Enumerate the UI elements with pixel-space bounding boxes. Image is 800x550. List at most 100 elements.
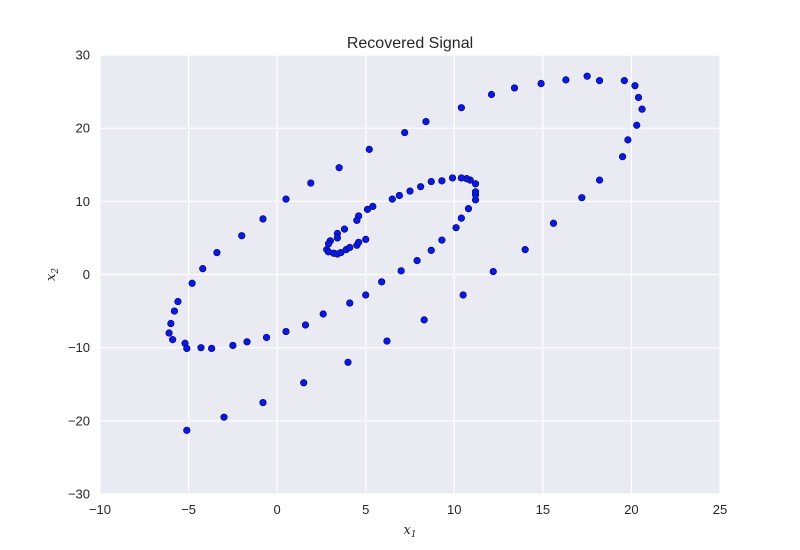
data-point <box>307 179 315 187</box>
data-point <box>489 267 497 276</box>
data-point <box>595 176 604 184</box>
y-axis-label: x2 <box>44 268 61 281</box>
data-point <box>378 278 386 286</box>
data-point <box>188 279 196 287</box>
data-point <box>362 235 370 243</box>
data-point <box>638 105 646 113</box>
chart-title: Recovered Signal <box>347 35 473 52</box>
data-point <box>344 358 352 366</box>
data-point <box>624 136 632 144</box>
data-point <box>457 104 465 112</box>
grid <box>99 54 721 495</box>
data-point <box>578 194 586 202</box>
x-tick-label: 5 <box>362 502 369 517</box>
data-point <box>363 205 372 213</box>
data-point <box>471 188 480 196</box>
data-point <box>401 128 409 137</box>
data-point <box>319 310 327 318</box>
data-point <box>259 215 267 223</box>
data-point <box>282 327 290 336</box>
data-point <box>388 195 396 203</box>
data-point <box>301 321 310 329</box>
y-tick-label: 20 <box>76 121 90 136</box>
data-point <box>355 238 363 246</box>
data-point <box>340 225 349 233</box>
data-point <box>395 191 403 200</box>
data-point <box>427 246 435 254</box>
x-axis-ticks: −10 −5 0 5 10 15 20 25 <box>89 502 727 517</box>
data-point <box>183 344 191 352</box>
data-point <box>549 219 558 227</box>
data-point <box>169 336 177 344</box>
data-point <box>362 291 370 299</box>
y-axis-label-base: x <box>44 273 59 281</box>
data-point <box>365 145 373 153</box>
x-tick-label: 20 <box>624 502 638 517</box>
data-point <box>229 341 237 350</box>
data-point <box>427 177 435 186</box>
data-point <box>459 291 467 299</box>
data-point <box>383 337 391 345</box>
data-point <box>631 82 639 90</box>
x-tick-label: −10 <box>89 502 111 517</box>
data-point <box>510 84 519 92</box>
data-point <box>397 267 405 275</box>
data-point <box>197 344 205 352</box>
x-tick-label: 10 <box>447 502 461 517</box>
data-point <box>420 316 428 324</box>
data-point <box>521 246 529 254</box>
data-point <box>633 121 641 129</box>
data-point <box>620 77 628 85</box>
data-point <box>353 216 361 224</box>
data-point <box>618 153 627 161</box>
data-point <box>413 256 421 265</box>
data-point <box>537 79 545 88</box>
y-tick-label: 30 <box>76 48 90 63</box>
y-tick-label: 10 <box>76 194 90 209</box>
y-tick-label: −20 <box>68 413 90 428</box>
x-axis-label-sub: 1 <box>411 530 417 540</box>
data-point <box>452 224 460 232</box>
data-point <box>457 174 465 182</box>
data-point <box>333 234 341 242</box>
data-point <box>183 426 191 434</box>
data-point <box>562 76 570 84</box>
data-point <box>583 72 591 80</box>
data-point <box>457 214 465 222</box>
y-tick-label: −10 <box>68 340 90 355</box>
data-point <box>417 183 425 191</box>
data-point <box>300 379 308 387</box>
x-axis-label-base: x <box>403 523 411 538</box>
data-point <box>595 77 604 85</box>
x-tick-label: −5 <box>181 502 196 517</box>
data-point <box>406 187 414 195</box>
y-axis-ticks: −30 −20 −10 0 10 20 30 <box>68 48 90 502</box>
data-point <box>199 265 207 273</box>
data-point <box>346 243 354 252</box>
data-points <box>165 72 646 434</box>
data-point <box>170 307 178 315</box>
x-axis-label: x1 <box>403 523 416 540</box>
y-tick-label: 0 <box>83 267 90 282</box>
x-tick-label: 25 <box>713 502 727 517</box>
data-point <box>165 329 173 337</box>
data-point <box>438 177 446 185</box>
data-point <box>243 338 251 346</box>
data-point <box>487 90 496 99</box>
data-point <box>438 236 446 244</box>
data-point <box>346 299 354 307</box>
data-point <box>471 180 480 188</box>
data-point <box>464 205 473 213</box>
data-point <box>634 93 643 102</box>
y-axis-label-sub: 2 <box>51 268 61 275</box>
data-point <box>213 248 221 257</box>
data-point <box>448 174 457 182</box>
data-point <box>259 398 267 407</box>
data-point <box>208 344 216 352</box>
data-point <box>238 232 246 240</box>
data-point <box>335 164 343 172</box>
data-point <box>220 413 228 421</box>
data-point <box>174 297 182 306</box>
x-tick-label: 15 <box>536 502 550 517</box>
